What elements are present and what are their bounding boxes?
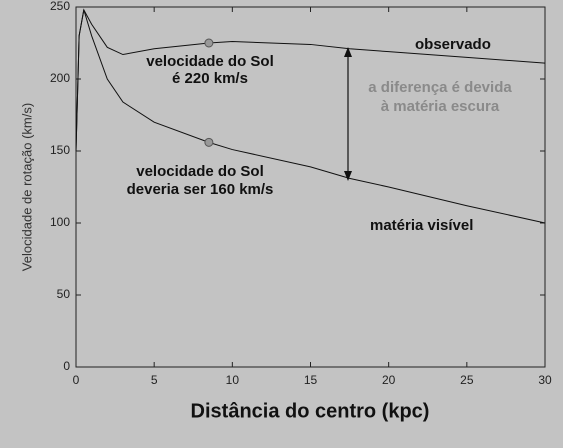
series-label: matéria visível	[370, 217, 473, 234]
x-tick-label: 0	[73, 373, 80, 387]
series-line	[75, 8, 546, 152]
x-tick-label: 25	[460, 373, 474, 387]
x-tick-label: 15	[304, 373, 318, 387]
y-tick-label: 50	[57, 287, 71, 301]
y-tick-label: 150	[50, 143, 70, 157]
x-tick-label: 10	[226, 373, 240, 387]
x-axis-label: Distância do centro (kpc)	[191, 400, 430, 422]
sun-marker	[204, 137, 214, 147]
x-tick-label: 30	[538, 373, 552, 387]
annotation: é 220 km/s	[172, 70, 248, 87]
annotation: à matéria escura	[381, 98, 500, 115]
x-tick-label: 20	[382, 373, 396, 387]
difference-arrow	[344, 47, 352, 181]
y-axis-label: Velocidade de rotação (km/s)	[19, 103, 34, 271]
annotation: deveria ser 160 km/s	[127, 181, 274, 198]
sun-marker	[204, 38, 214, 48]
annotation: velocidade do Sol	[146, 53, 274, 70]
series-label: observado	[415, 36, 491, 53]
y-tick-label: 200	[50, 71, 70, 85]
y-tick-label: 0	[63, 359, 70, 373]
annotation: a diferença é devida	[368, 79, 512, 96]
y-tick-label: 250	[50, 0, 70, 13]
series-line	[75, 9, 546, 224]
x-tick-label: 5	[151, 373, 158, 387]
annotation: velocidade do Sol	[136, 163, 264, 180]
y-tick-label: 100	[50, 215, 70, 229]
